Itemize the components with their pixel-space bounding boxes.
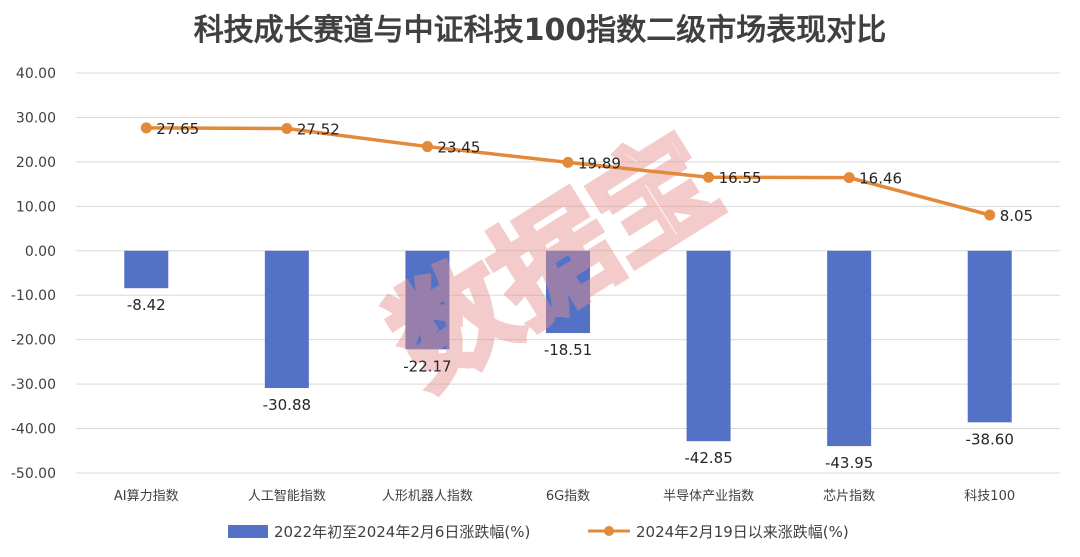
line-data-label: 16.46 xyxy=(859,170,902,188)
y-tick-label: 0.00 xyxy=(25,244,56,260)
y-tick-label: 40.00 xyxy=(16,66,56,82)
line-data-label: 16.55 xyxy=(719,169,762,187)
x-tick-label: 人工智能指数 xyxy=(248,489,326,504)
x-tick-label: 芯片指数 xyxy=(823,489,875,504)
y-tick-label: 10.00 xyxy=(16,199,56,215)
x-tick-label: AI算力指数 xyxy=(114,489,179,504)
x-tick-label: 人形机器人指数 xyxy=(382,489,473,504)
bar-data-label: -22.17 xyxy=(403,357,451,375)
legend-bar-label: 2022年初至2024年2月6日涨跌幅(%) xyxy=(274,523,530,541)
line-data-label: 19.89 xyxy=(578,154,621,172)
bar-data-label: -43.95 xyxy=(825,454,873,472)
x-tick-label: 科技100 xyxy=(964,489,1015,504)
y-axis-ticks: 40.00 30.00 20.00 10.00 0.00 -10.00 -20.00 -30.… xyxy=(11,66,56,482)
legend-bar-swatch xyxy=(228,525,268,538)
y-tick-label: -10.00 xyxy=(11,288,56,304)
bar-series xyxy=(124,250,1012,447)
bar-data-label: -30.88 xyxy=(263,396,311,414)
y-tick-label: 30.00 xyxy=(16,110,56,126)
y-tick-label: -50.00 xyxy=(11,466,56,482)
legend-line-marker xyxy=(604,526,614,536)
bar-data-label: -38.60 xyxy=(966,430,1014,448)
bar xyxy=(686,250,731,442)
bar-data-label: -18.51 xyxy=(544,341,592,359)
y-tick-label: 20.00 xyxy=(16,155,56,171)
x-axis-ticks: AI算力指数 人工智能指数 人形机器人指数 6G指数 半导体产业指数 芯片指数 科技100 xyxy=(114,489,1015,504)
line-point xyxy=(703,171,715,183)
line-series: 27.65 27.52 23.45 19.89 16.55 16.46 8.05 xyxy=(140,120,1033,225)
line-point xyxy=(562,156,574,168)
line-data-label: 27.52 xyxy=(297,120,340,138)
line-point xyxy=(421,141,433,153)
y-tick-label: -40.00 xyxy=(11,422,56,438)
bar-data-label: -8.42 xyxy=(127,296,166,314)
bar xyxy=(967,250,1012,423)
legend-line-label: 2024年2月19日以来涨跌幅(%) xyxy=(636,523,849,541)
bar xyxy=(264,250,309,389)
bar-data-label: -42.85 xyxy=(684,449,732,467)
bar xyxy=(546,250,590,334)
x-tick-label: 半导体产业指数 xyxy=(663,489,754,504)
legend: 2022年初至2024年2月6日涨跌幅(%) 2024年2月19日以来涨跌幅(%… xyxy=(228,523,849,541)
bar-data-labels: -8.42 -30.88 -22.17 -18.51 -42.85 -43.95 -38.6… xyxy=(127,296,1014,472)
bar xyxy=(124,250,169,289)
line-data-label: 27.65 xyxy=(156,120,199,138)
chart-title: 科技成长赛道与中证科技100指数二级市场表现对比 xyxy=(194,13,887,48)
line-point xyxy=(984,209,996,221)
line-data-label: 23.45 xyxy=(437,139,480,157)
x-tick-label: 6G指数 xyxy=(546,489,590,504)
line-point xyxy=(843,172,855,184)
y-tick-label: -30.00 xyxy=(11,377,56,393)
bar xyxy=(827,250,872,447)
bar xyxy=(405,250,450,350)
line-point xyxy=(140,122,152,134)
y-tick-label: -20.00 xyxy=(11,333,56,349)
line-point xyxy=(281,122,293,134)
line-data-label: 8.05 xyxy=(1000,207,1033,225)
